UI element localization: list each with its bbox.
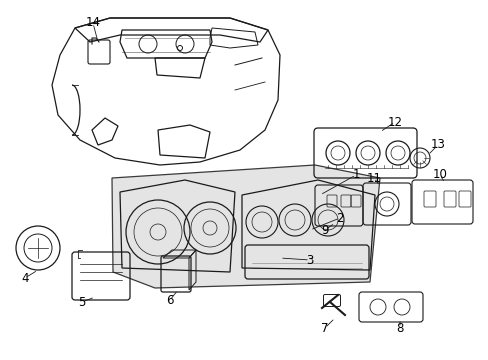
Text: 4: 4 [21,271,29,284]
Text: 13: 13 [429,139,445,152]
Text: 8: 8 [395,321,403,334]
Text: 2: 2 [336,211,343,225]
Text: 7: 7 [321,321,328,334]
Text: 14: 14 [85,17,101,30]
Text: 9: 9 [321,224,328,237]
Text: 12: 12 [386,116,402,129]
Text: 10: 10 [432,168,447,181]
Text: 11: 11 [366,171,381,184]
Polygon shape [112,165,379,288]
Text: 6: 6 [166,293,173,306]
Text: 5: 5 [78,296,85,309]
Text: 1: 1 [351,168,359,181]
Text: 3: 3 [305,253,313,266]
